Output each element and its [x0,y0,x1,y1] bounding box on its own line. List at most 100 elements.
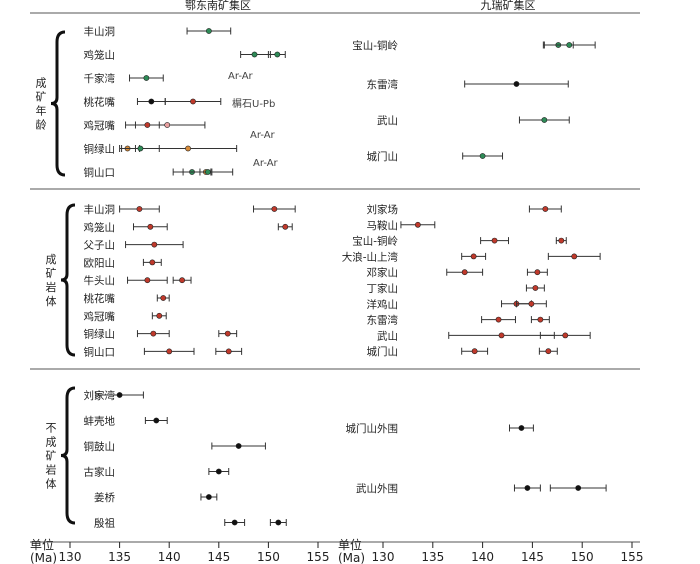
row-label: 邓家山 [367,266,399,279]
data-point [461,269,468,276]
x-tick-label: 130 [372,550,395,564]
row-label: 铜绿山 [84,143,116,156]
row-label: 铜山口 [84,346,116,358]
data-point [271,206,278,212]
data-point [136,206,143,212]
data-point [498,332,505,339]
method-annotation: Ar-Ar [253,158,279,169]
row-label: 铜山口 [84,167,116,179]
row-label: 鸡笼山 [84,221,116,234]
data-point [143,75,150,81]
row-label: 千家湾 [84,72,116,85]
group-label-char: 体 [46,294,57,308]
data-point [275,519,282,526]
row-label: 鸡冠嘴 [84,119,116,132]
data-point [562,332,569,339]
data-point [471,348,478,355]
x-tick-label: 155 [621,550,644,564]
row-label: 丁家山 [367,282,399,295]
data-point [160,295,167,301]
data-point [470,253,477,260]
data-point [545,348,552,355]
x-tick-label: 135 [108,550,131,564]
row-label: 城门山 [367,345,399,358]
method-annotation: Ar-Ar [228,71,254,82]
data-point [571,253,578,260]
row-label: 宝山-铜岭 [352,39,398,52]
left-xlabel: 单位 [30,537,54,552]
data-point [274,51,281,58]
data-point [144,277,151,284]
group-label-char: 成 [46,253,57,266]
x-tick-label: 155 [307,550,330,564]
data-point [148,98,155,105]
row-label: 城门山 [367,150,399,163]
group-label-char: 龄 [36,118,47,132]
x-tick-label: 140 [158,550,181,564]
row-label: 大浪-山上湾 [342,250,399,263]
row-label: 武山外围 [356,482,398,495]
row-label: 姜桥 [94,491,115,504]
data-point [215,468,222,475]
data-point [205,28,212,34]
x-tick-label: 145 [521,550,544,564]
data-point [190,98,196,105]
row-label: 牛头山 [84,274,116,287]
data-point [179,277,185,284]
row-label: 洋鸡山 [367,298,399,311]
group-brace [60,203,76,357]
data-point [528,300,535,307]
data-point [491,237,498,244]
group-label-char: 成 [36,77,47,90]
method-annotation: Ar-Ar [250,130,276,141]
data-point [151,241,158,248]
x-tick-label: 150 [571,550,594,564]
group-brace [60,386,76,525]
data-point [524,485,531,491]
data-point [513,81,520,87]
x-tick-label: 145 [207,550,230,564]
data-point [137,145,144,152]
data-point [537,316,544,323]
data-point [479,153,486,159]
group-label-char: 矿 [36,91,47,104]
data-point [542,206,549,212]
data-point [495,316,502,323]
data-point [235,443,242,449]
row-label: 铜绿山 [84,328,116,341]
row-label: 古家山 [84,466,116,479]
data-point [224,330,231,337]
data-point [251,51,258,58]
data-point [414,221,421,228]
group-label-char: 矿 [46,267,57,280]
row-label: 父子山 [84,240,116,252]
group-brace [50,30,66,177]
row-label: 东雷湾 [367,314,399,327]
row-label: 铜鼓山 [84,440,116,453]
data-point [575,485,582,491]
row-label: 鸡冠嘴 [84,310,116,323]
data-point [149,259,156,266]
left-panel-header: 鄂东南矿集区 [185,0,251,12]
x-tick-label: 150 [257,550,280,564]
row-label: 殷祖 [94,517,115,530]
x-tick-label: 135 [421,550,444,564]
row-label: 鸡笼山 [84,49,116,62]
group-label-char: 岩 [46,463,57,477]
data-point [164,122,171,128]
data-point [204,169,211,175]
data-point [166,348,173,355]
data-point [153,417,160,424]
group-label-char: 矿 [46,450,57,463]
row-label: 丰山洞 [84,25,116,38]
row-label: 桃花嘴 [84,96,116,109]
row-label: 武山 [377,114,398,127]
data-point [566,42,573,48]
group-label-char: 成 [46,436,57,449]
data-point [534,269,541,276]
row-label: 马鞍山 [367,219,399,232]
right-panel-header: 九瑞矿集区 [481,0,536,12]
group-label-char: 年 [36,104,47,118]
x-tick-label: 140 [471,550,494,564]
row-label: 城门山外围 [346,422,399,435]
